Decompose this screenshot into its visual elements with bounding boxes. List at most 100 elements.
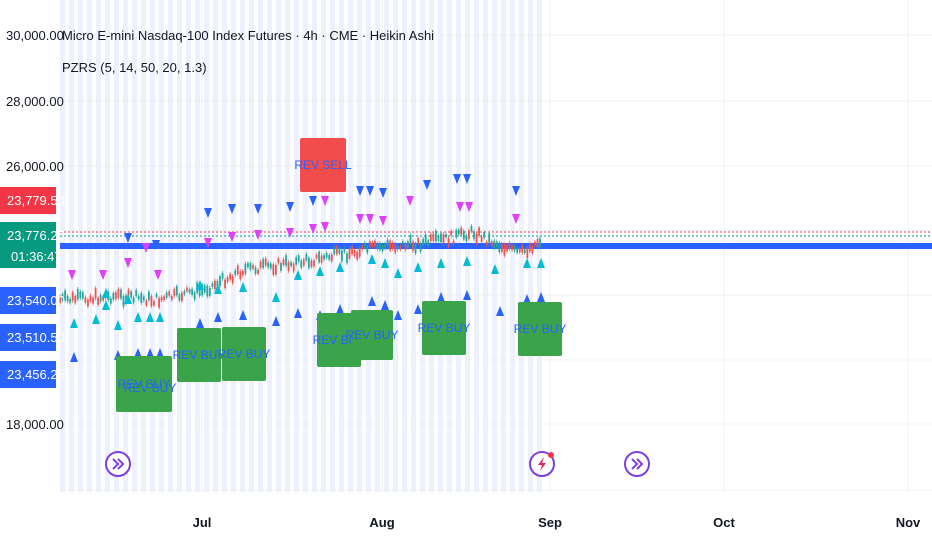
candle-body [447, 238, 450, 247]
sell-marker [366, 186, 374, 196]
buy-marker [92, 314, 100, 324]
sell-marker [465, 202, 473, 212]
candle-body [66, 295, 69, 302]
candle-body [333, 247, 336, 255]
candle-body [244, 263, 247, 274]
candle-body [480, 236, 483, 243]
candle-body [89, 295, 92, 302]
candle-body [422, 239, 425, 246]
buy-marker [70, 318, 78, 328]
x-tick-label: Sep [538, 515, 562, 530]
candle-body [391, 242, 394, 249]
candle-body [414, 243, 417, 254]
buy-marker [437, 258, 445, 268]
buy-marker [537, 292, 545, 302]
candle-body [282, 259, 285, 265]
candle-body [158, 297, 160, 308]
buy-marker [316, 266, 324, 276]
candle-body [315, 254, 318, 259]
candle-body [407, 241, 409, 248]
candle-body [437, 235, 440, 241]
y-tick-label: 30,000.00 [6, 28, 64, 43]
buy-marker [463, 256, 471, 266]
candle-body [84, 297, 87, 303]
candle-body [147, 291, 150, 301]
candle-body [434, 230, 437, 242]
candle-body [69, 299, 72, 303]
sell-marker [356, 186, 364, 196]
buy-marker [134, 348, 142, 358]
buy-marker [124, 294, 132, 304]
sell-marker [512, 214, 520, 224]
candle-body [231, 276, 234, 284]
rev-buy-box[interactable] [518, 302, 562, 356]
candle-body [361, 245, 364, 250]
sell-marker [204, 208, 212, 218]
rev-buy-box[interactable] [422, 301, 466, 355]
candle-body [272, 264, 275, 275]
candle-body [302, 259, 305, 266]
candle-body [168, 291, 171, 296]
dividend-icon[interactable] [105, 451, 131, 477]
candle-body [429, 234, 432, 242]
candle-body [191, 288, 193, 295]
candle-body [475, 233, 478, 244]
rev-buy-box[interactable] [222, 327, 266, 381]
candle-body [224, 279, 226, 289]
candle-body [188, 289, 191, 293]
candle-body [137, 295, 140, 300]
candle-body [135, 290, 138, 296]
candle-body [274, 265, 277, 275]
candle-body [358, 248, 361, 257]
rev-buy-box[interactable] [351, 310, 393, 360]
price-badge-level [0, 361, 56, 388]
sell-marker [456, 202, 464, 212]
buy-marker [368, 296, 376, 306]
candle-body [259, 261, 262, 268]
signal-markers [68, 174, 545, 362]
buy-marker [70, 352, 78, 362]
buy-marker [134, 312, 142, 322]
sell-marker [286, 228, 294, 238]
signal-label: REV BUY [418, 321, 471, 335]
event-icons [105, 451, 650, 477]
candles [59, 223, 541, 310]
candle-body [300, 260, 303, 268]
dividend-icon[interactable] [624, 451, 650, 477]
candle-body [206, 285, 209, 297]
rev-buy-box[interactable] [116, 356, 172, 412]
buy-marker [196, 318, 204, 328]
candle-body [427, 240, 430, 246]
sell-marker [463, 174, 471, 184]
rev-buy-box[interactable] [317, 313, 361, 367]
buy-marker [381, 258, 389, 268]
candle-body [229, 273, 232, 280]
candle-body [239, 271, 242, 280]
candle-body [61, 293, 64, 301]
price-badge-label: 23,540.00 [7, 293, 65, 308]
icon-glyph [538, 457, 546, 471]
candle-body [280, 263, 282, 271]
candle-body [307, 257, 310, 269]
buy-marker [336, 304, 344, 314]
candle-body [269, 263, 272, 269]
rev-sell-box[interactable] [300, 138, 346, 192]
candle-body [247, 262, 249, 268]
sell-marker [228, 232, 236, 242]
sell-marker [142, 243, 150, 253]
x-tick-label: Jul [193, 515, 212, 530]
buy-marker [102, 300, 110, 310]
buy-marker [156, 312, 164, 322]
candle-body [346, 253, 348, 264]
rev-buy-box[interactable] [177, 328, 221, 382]
candle-body [503, 244, 506, 256]
sell-marker [124, 233, 132, 243]
candle-body [338, 247, 341, 254]
buy-marker [114, 320, 122, 330]
candle-body [351, 246, 353, 255]
candle-body [142, 296, 145, 301]
earnings-icon[interactable] [529, 451, 555, 477]
indicator-legend[interactable]: PZRS (5, 14, 50, 20, 1.3) [62, 60, 207, 75]
candle-body [102, 296, 105, 301]
